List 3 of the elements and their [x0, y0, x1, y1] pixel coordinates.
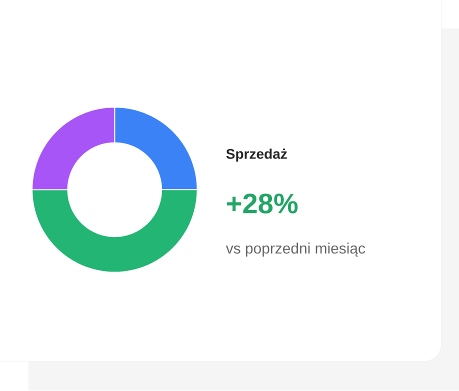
text: Sprzedaż — [226, 148, 287, 162]
text: vs poprzedni miesiąc — [226, 242, 366, 257]
text: +28% — [227, 194, 298, 214]
